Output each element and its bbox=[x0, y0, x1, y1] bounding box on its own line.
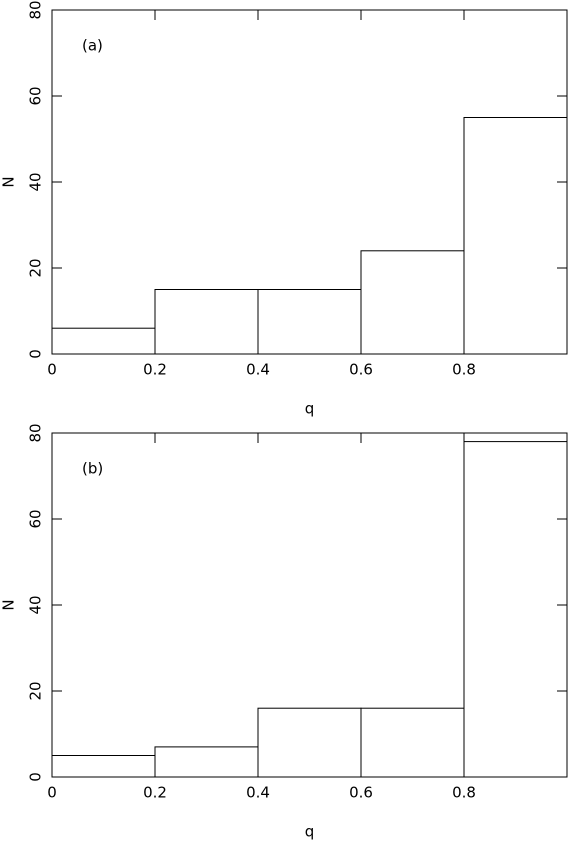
x-tick-label: 0.4 bbox=[246, 361, 270, 379]
annotation: (a) bbox=[82, 37, 103, 55]
histogram-bar bbox=[257, 707, 362, 778]
histogram-bar bbox=[463, 441, 568, 778]
histogram-bar bbox=[51, 755, 156, 778]
x-tick-label: 0 bbox=[47, 784, 57, 802]
y-tick-label: 80 bbox=[27, 0, 45, 19]
annotation: (b) bbox=[82, 460, 103, 478]
y-tick-label: 40 bbox=[27, 172, 45, 191]
plot-frame bbox=[51, 9, 568, 355]
y-axis-label: N bbox=[0, 176, 18, 187]
histogram-bar bbox=[257, 289, 362, 355]
x-axis-label: q bbox=[305, 400, 315, 418]
x-axis-label: q bbox=[305, 823, 315, 841]
x-tick-label: 0 bbox=[47, 361, 57, 379]
x-tick-label: 0.2 bbox=[143, 784, 167, 802]
y-tick-label: 0 bbox=[27, 349, 45, 359]
histogram-bar bbox=[154, 289, 259, 355]
y-tick-label: 40 bbox=[27, 595, 45, 614]
y-tick-label: 20 bbox=[27, 681, 45, 700]
y-axis-label: N bbox=[0, 599, 18, 610]
histogram-bar bbox=[360, 250, 465, 355]
y-tick-label: 60 bbox=[27, 86, 45, 105]
y-tick-label: 80 bbox=[27, 423, 45, 442]
y-tick-label: 20 bbox=[27, 258, 45, 277]
x-tick-label: 0.2 bbox=[143, 361, 167, 379]
histogram-bar bbox=[360, 707, 465, 778]
histogram-bar bbox=[463, 117, 568, 355]
x-tick-label: 0.4 bbox=[246, 784, 270, 802]
plot-frame bbox=[51, 432, 568, 778]
x-tick-label: 0.6 bbox=[349, 361, 373, 379]
histogram-bar bbox=[154, 746, 259, 778]
y-tick-label: 0 bbox=[27, 772, 45, 782]
histogram-bar bbox=[51, 327, 156, 355]
x-tick-label: 0.6 bbox=[349, 784, 373, 802]
y-tick-label: 60 bbox=[27, 509, 45, 528]
x-tick-label: 0.8 bbox=[452, 784, 476, 802]
x-tick-label: 0.8 bbox=[452, 361, 476, 379]
